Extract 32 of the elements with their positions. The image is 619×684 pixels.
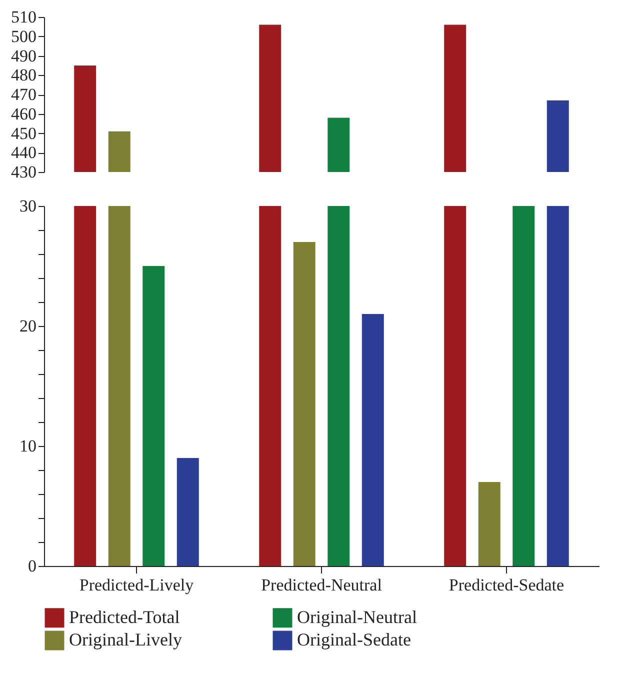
- y-tick-label: 30: [20, 196, 36, 216]
- y-tick-label: 500: [11, 26, 36, 46]
- x-tick-label: Predicted-Neutral: [261, 576, 382, 594]
- bar: [546, 206, 569, 566]
- x-tick-label: Predicted-Lively: [79, 576, 194, 594]
- bar: [74, 206, 96, 566]
- y-tick-label: 440: [11, 143, 36, 162]
- legend-label: Original-Neutral: [297, 606, 417, 627]
- legend-label: Original-Lively: [69, 630, 182, 650]
- y-tick-label: 10: [20, 436, 36, 456]
- legend-label: Predicted-Total: [69, 606, 180, 627]
- bar: [328, 206, 350, 566]
- y-tick-label: 20: [20, 316, 36, 336]
- bar: [478, 482, 500, 566]
- bar: [259, 206, 282, 566]
- bar: [108, 206, 130, 566]
- bar: [444, 206, 466, 566]
- y-tick-label: 0: [28, 556, 36, 576]
- y-tick-label: 490: [11, 46, 36, 66]
- legend-label: Original-Sedate: [297, 630, 411, 650]
- bar: [293, 242, 316, 566]
- y-tick-label: 510: [11, 8, 36, 26]
- bar: [142, 266, 165, 566]
- y-tick-label: 470: [11, 85, 36, 104]
- y-tick-label: 450: [11, 124, 36, 143]
- y-tick-label: 430: [11, 162, 36, 182]
- x-tick-label: Predicted-Sedate: [448, 576, 564, 594]
- bar: [176, 458, 199, 566]
- y-tick-label: 460: [11, 104, 36, 124]
- y-tick-label: 480: [11, 66, 36, 85]
- bar: [362, 314, 384, 566]
- bar: [512, 206, 535, 566]
